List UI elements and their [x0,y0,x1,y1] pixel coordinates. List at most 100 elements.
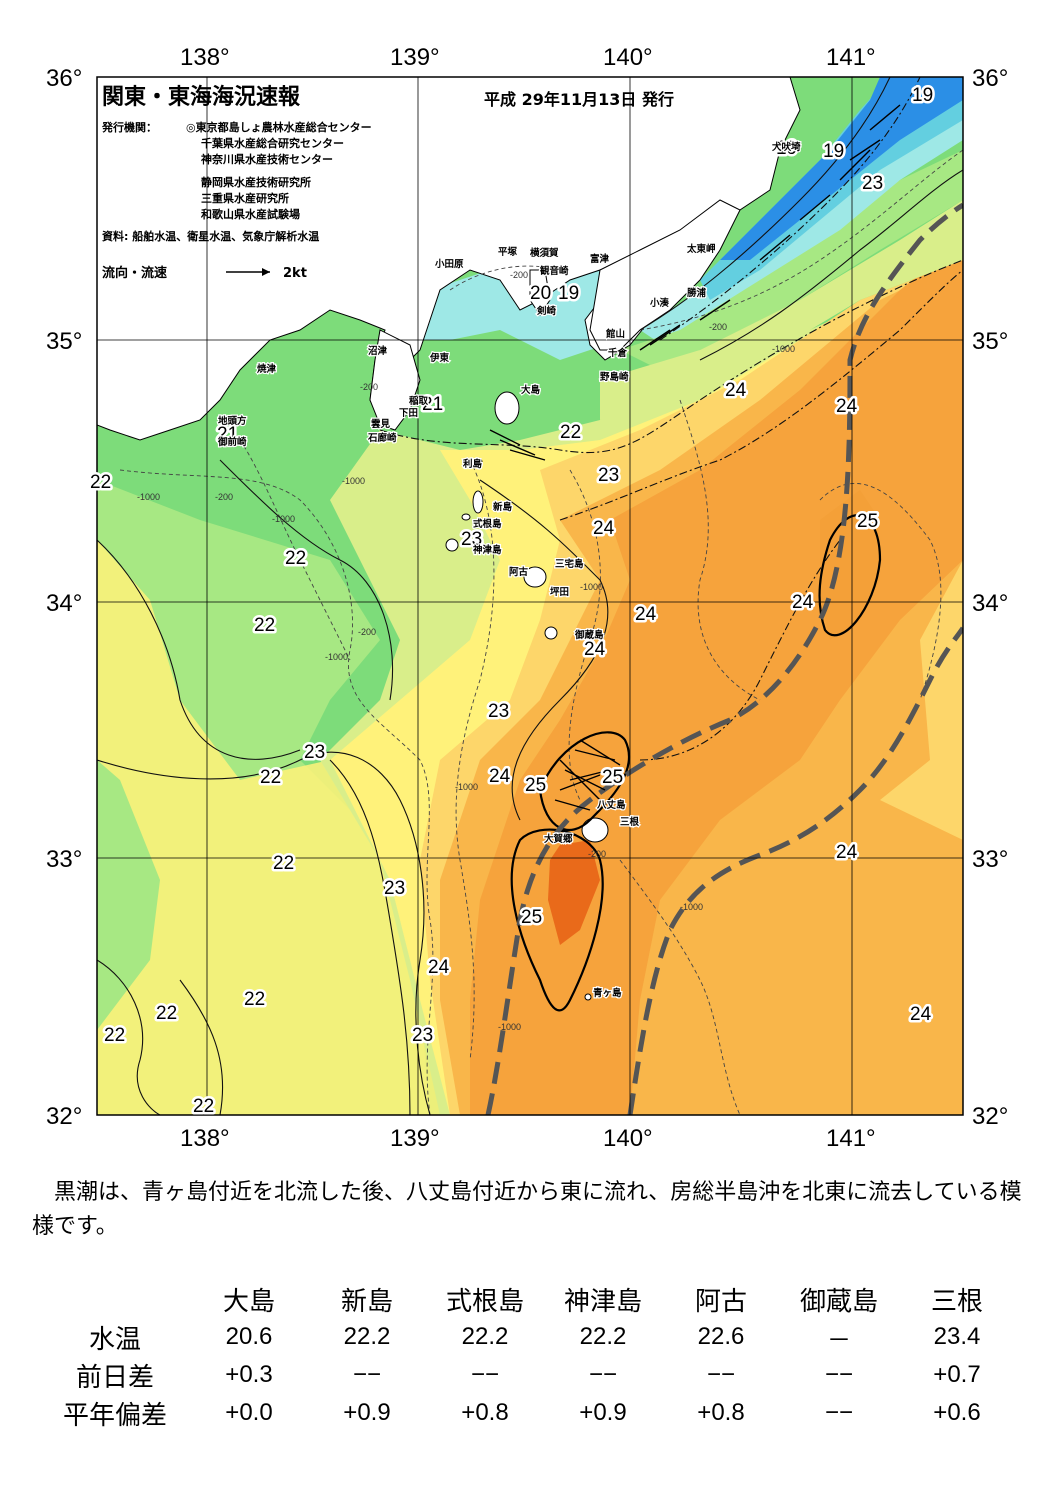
isotherm-labels: 19 19 19 23 20 19 24 24 22 21 21 23 22 2… [88,83,936,1120]
land-izu-peninsula [369,329,421,431]
table-row: 水温 20.6 22.2 22.2 22.2 22.6 － 23.4 [40,1318,1016,1356]
water-temperature-table: 大島 新島 式根島 神津島 阿古 御蔵島 三根 水温 20.6 22.2 22.… [40,1280,1016,1432]
lat-label-33-left: 33° [46,846,82,873]
lon-label-141-bottom: 141° [826,1125,876,1152]
place-label: 小田原 [434,258,464,270]
lat-label-32-right: 32° [972,1103,1008,1130]
depth-label: -200 [510,270,528,280]
place-label: 御前崎 [217,436,247,448]
issuer-tokyo: ◎東京都島しょ農林水産総合センター [186,120,372,134]
island-miyakejima [523,566,547,588]
isotherm-label: 22 [285,548,306,569]
row-label: 平年偏差 [62,1400,167,1431]
isotherm-label: 20 [530,283,551,304]
place-label: 平塚 [498,246,518,258]
lon-axis-bottom: 138° 139° 140° 141° [180,1125,876,1152]
place-label: 横須賀 [530,247,559,259]
table-cell: +0.6 [933,1399,981,1426]
depth-labels: -200 -200 -200 -200 -200 -200 -1000 -100… [137,270,795,1032]
loop-east [818,514,882,637]
place-label: 八丈島 [596,799,626,811]
sea-condition-map: 138° 139° 140° 141° 138° 139° 140° 141° … [46,44,1008,1152]
lat-label-34-left: 34° [46,590,82,617]
col-header: 三根 [930,1286,983,1317]
place-label: 利島 [462,458,483,470]
island-niijima [472,490,484,514]
issuer-wakayama: 和歌山県水産試験場 [201,207,300,221]
temperature-fields [97,77,963,1115]
lat-label-33-right: 33° [972,846,1008,873]
land-miura [529,269,551,316]
table-cell: 22.6 [697,1323,745,1350]
isotherm-label: 19 [558,283,579,304]
table-cell: － [827,1326,851,1354]
isotherm-label: 24 [725,380,747,401]
place-label: 阿古 [509,566,529,578]
row-label: 水温 [88,1324,141,1355]
lat-label-32-left: 32° [46,1103,82,1130]
table-cell: +0.3 [225,1361,273,1388]
isotherm-label: 23 [304,742,325,763]
table-row: 平年偏差 +0.0 +0.9 +0.8 +0.9 +0.8 −− +0.6 [40,1394,1016,1432]
isotherm-label: 24 [584,639,606,660]
table-cell: 20.6 [225,1323,273,1350]
table-cell: +0.7 [933,1361,981,1388]
table-cell: −− [706,1361,736,1388]
place-label: 新島 [493,501,513,513]
isotherm-label: 24 [489,766,511,787]
depth-label: -1000 [272,514,295,524]
isotherm-label: 23 [598,465,619,486]
row-label: 前日差 [75,1362,154,1393]
table-cell: +0.9 [579,1399,627,1426]
island-aogashima [584,993,592,1001]
depth-label: -1000 [325,652,348,662]
place-label: 小湊 [649,297,670,309]
isotherm-label: 24 [836,842,858,863]
isotherm-label: 22 [104,1025,125,1046]
lat-label-35-left: 35° [46,328,82,355]
loop-hachijo-south [510,828,604,1012]
col-header: 新島 [340,1286,393,1317]
isotherm-label: 24 [792,592,814,613]
isotherm-label: 24 [635,604,657,625]
issuer-chiba: 千葉県水産総合研究センター [201,136,344,150]
lon-axis-top: 138° 139° 140° 141° [180,44,876,71]
isotherm-label: 21 [217,424,238,445]
isotherm-label: 22 [260,767,281,788]
graticule [97,77,963,1115]
table-cell: +0.0 [225,1399,273,1426]
current-legend-scale: 2kt [283,266,307,281]
isotherm-label: 24 [910,1004,932,1025]
map-title: 関東・東海海況速報 [102,84,301,110]
place-label: 千倉 [608,347,628,359]
place-label: 大賀郷 [544,833,573,845]
place-label: 三宅島 [555,558,584,570]
table-cell: +0.8 [697,1399,745,1426]
place-label: 青ヶ島 [593,987,622,999]
col-header: 大島 [222,1286,275,1317]
lon-label-138-bottom: 138° [180,1125,230,1152]
isotherm-label: 23 [488,701,509,722]
isotherm-label: 22 [90,472,111,493]
depth-label: -1000 [498,1022,521,1032]
isotherm-label: 23 [461,529,482,550]
table-cell: 22.2 [461,1323,509,1350]
isotherm-label: 22 [193,1096,214,1117]
place-label: 太東岬 [687,243,716,255]
island-hachijojima [581,817,609,843]
table-header-row: 大島 新島 式根島 神津島 阿古 御蔵島 三根 [40,1280,1016,1318]
place-label: 下田 [399,408,418,419]
place-label: 勝浦 [687,287,707,299]
summary-paragraph: 黒潮は、青ヶ島付近を北流した後、八丈島付近から東に流れ、房総半島沖を北東に流去し… [32,1180,1022,1239]
col-header: 式根島 [445,1286,524,1317]
land-boso-peninsula [589,199,741,351]
place-label: 坪田 [550,586,569,598]
depth-label: -200 [215,492,233,502]
depth-label: -1000 [342,476,365,486]
lon-label-139-bottom: 139° [390,1125,440,1152]
sea-yellowgreen-northeast [600,200,963,420]
issuer-mie: 三重県水産研究所 [201,191,289,205]
isotherm-label: 22 [560,422,581,443]
island-oshima [494,391,520,425]
depth-contours [119,149,963,1115]
